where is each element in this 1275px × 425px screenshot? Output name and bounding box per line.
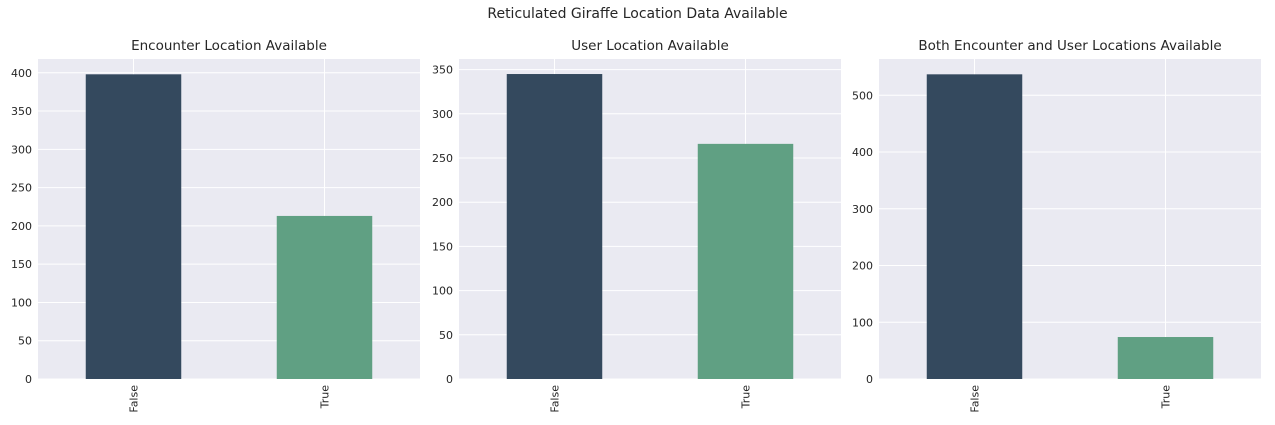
y-tick-label: 500 xyxy=(852,89,873,102)
x-tick-label: False xyxy=(969,385,982,413)
y-tick-label: 0 xyxy=(866,373,873,386)
chart-title: User Location Available xyxy=(571,38,729,54)
y-tick-label: 0 xyxy=(25,373,32,386)
y-tick-label: 400 xyxy=(852,146,873,159)
chart-title: Both Encounter and User Locations Availa… xyxy=(918,38,1221,54)
y-tick-label: 150 xyxy=(11,258,32,271)
x-tick-label: True xyxy=(1160,385,1173,410)
x-tick-label: True xyxy=(740,385,753,410)
y-tick-label: 200 xyxy=(852,260,873,273)
y-tick-label: 50 xyxy=(439,329,453,342)
y-tick-label: 300 xyxy=(11,143,32,156)
y-tick-label: 300 xyxy=(432,108,453,121)
bar-false xyxy=(926,74,1023,379)
bar-false xyxy=(506,74,603,380)
y-tick-label: 50 xyxy=(18,335,32,348)
chart-3: 0 100 200 300 400 500 False True Both Encounter … xyxy=(852,38,1261,413)
x-tick-label: False xyxy=(128,385,141,413)
bar-true xyxy=(697,143,794,379)
y-tick-label: 250 xyxy=(11,182,32,195)
chart-2: 0 50 100 150 200 250 300 350 False True User Locat… xyxy=(432,38,841,413)
bar-true xyxy=(1117,337,1214,379)
y-tick-label: 150 xyxy=(432,240,453,253)
y-tick-label: 100 xyxy=(11,296,32,309)
bar-false xyxy=(85,74,182,379)
y-tick-label: 0 xyxy=(446,373,453,386)
figure-title: Reticulated Giraffe Location Data Availa… xyxy=(487,6,788,22)
y-tick-label: 400 xyxy=(11,67,32,80)
y-tick-label: 200 xyxy=(11,220,32,233)
chart-title: Encounter Location Available xyxy=(131,38,327,54)
y-tick-label: 350 xyxy=(11,105,32,118)
chart-1: 0 50 100 150 200 250 300 350 400 False True Encount… xyxy=(11,38,420,413)
y-tick-label: 300 xyxy=(852,203,873,216)
x-tick-label: True xyxy=(319,385,332,410)
y-tick-label: 250 xyxy=(432,152,453,165)
x-tick-label: False xyxy=(549,385,562,413)
y-tick-label: 350 xyxy=(432,64,453,77)
y-tick-label: 100 xyxy=(852,316,873,329)
bar-true xyxy=(276,215,373,379)
y-tick-label: 200 xyxy=(432,196,453,209)
y-tick-label: 100 xyxy=(432,285,453,298)
